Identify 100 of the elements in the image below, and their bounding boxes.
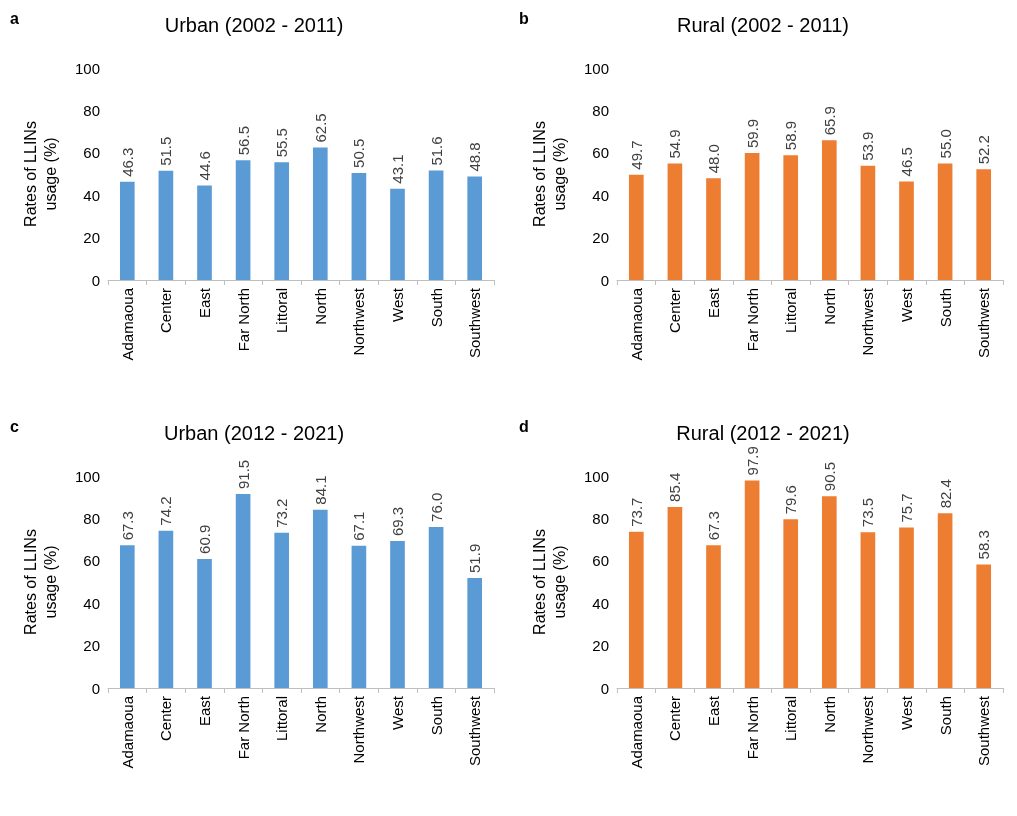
bar xyxy=(274,532,290,688)
x-tick-label: North xyxy=(820,696,838,733)
data-label: 67.1 xyxy=(350,511,368,541)
bar xyxy=(467,577,483,688)
data-label: 73.2 xyxy=(273,498,291,528)
data-label: 76.0 xyxy=(427,492,445,522)
x-tick-label: Center xyxy=(666,288,684,334)
x-tick-label: West xyxy=(898,287,915,322)
data-label: 97.9 xyxy=(743,446,761,476)
x-tick-label: South xyxy=(936,696,954,736)
bar xyxy=(706,545,721,688)
chart-title: Rural (2002 - 2011) xyxy=(677,14,849,36)
data-label: 91.5 xyxy=(234,459,252,490)
y-axis-title: Rates of LLINs usage (%) xyxy=(21,121,59,227)
data-label: 52.2 xyxy=(975,135,993,165)
data-label: 65.9 xyxy=(820,106,838,136)
x-tick-label: Adamaoua xyxy=(627,287,645,361)
data-label: 69.3 xyxy=(389,506,406,537)
bar xyxy=(899,527,914,688)
bar xyxy=(158,530,174,688)
data-label: 60.9 xyxy=(196,524,213,554)
bar xyxy=(390,188,405,280)
data-label: 53.9 xyxy=(859,131,877,161)
y-tick-label: 0 xyxy=(91,271,100,289)
y-tick-label: 100 xyxy=(74,467,100,485)
data-label: 43.1 xyxy=(389,154,406,184)
chart-title: Urban (2012 - 2021) xyxy=(163,422,345,444)
data-label: 50.5 xyxy=(350,138,368,168)
bar xyxy=(744,480,760,688)
text: d xyxy=(519,417,529,435)
data-label: 58.9 xyxy=(782,120,800,151)
data-label: 46.3 xyxy=(118,147,136,177)
y-tick-label: 40 xyxy=(592,186,609,204)
y-tick-label: 40 xyxy=(83,594,100,612)
data-label: 56.5 xyxy=(234,126,252,156)
bar xyxy=(197,185,212,280)
bar xyxy=(119,181,135,280)
x-tick-label: Southwest xyxy=(466,287,484,359)
y-tick-label: 100 xyxy=(583,467,609,485)
bar xyxy=(783,155,799,280)
bar xyxy=(119,545,135,688)
x-tick-label: Adamaoua xyxy=(627,695,645,769)
y-tick-label: 80 xyxy=(83,101,100,119)
y-tick-label: 0 xyxy=(600,271,609,289)
y-tick-label: 20 xyxy=(592,229,609,247)
x-tick-label: Northwest xyxy=(350,695,368,764)
bar xyxy=(467,176,483,280)
x-tick-label: East xyxy=(196,695,213,727)
bar xyxy=(428,526,444,688)
x-tick-label: Littoral xyxy=(782,288,800,334)
bar xyxy=(274,162,290,280)
y-axis-title: Rates of LLINs usage (%) xyxy=(530,121,568,227)
bar xyxy=(235,494,251,688)
text: b xyxy=(519,9,529,27)
data-label: 48.0 xyxy=(705,144,722,174)
y-tick-label: 80 xyxy=(592,101,609,119)
y-tick-label: 100 xyxy=(583,59,609,77)
y-tick-label: 20 xyxy=(83,637,100,655)
data-label: 73.5 xyxy=(859,497,877,528)
x-tick-label: North xyxy=(820,288,838,325)
x-tick-label: East xyxy=(196,287,213,319)
x-tick-label: North xyxy=(311,288,329,325)
data-label: 85.4 xyxy=(666,472,684,502)
bar xyxy=(976,564,992,688)
bar xyxy=(821,496,837,688)
data-label: 74.2 xyxy=(157,496,175,526)
x-tick-label: West xyxy=(389,287,406,322)
y-tick-label: 0 xyxy=(600,679,609,697)
bar xyxy=(899,181,914,280)
x-tick-label: Littoral xyxy=(273,288,291,334)
bar xyxy=(937,513,953,688)
data-label: 51.9 xyxy=(466,543,484,573)
bar xyxy=(628,531,644,688)
data-label: 62.5 xyxy=(311,113,329,143)
y-tick-label: 60 xyxy=(83,552,100,570)
data-label: 67.3 xyxy=(705,511,722,541)
bar xyxy=(312,509,328,688)
data-label: 84.1 xyxy=(311,475,329,505)
x-tick-label: Far North xyxy=(743,288,761,352)
bar xyxy=(706,178,721,280)
bar xyxy=(667,506,683,688)
y-tick-label: 60 xyxy=(592,144,609,162)
chart-title: Rural (2012 - 2021) xyxy=(676,422,850,444)
x-tick-label: Littoral xyxy=(273,696,291,742)
data-label: 51.6 xyxy=(427,136,445,166)
bar xyxy=(860,165,876,280)
text: a xyxy=(10,9,19,27)
x-tick-label: East xyxy=(705,287,722,319)
data-label: 73.7 xyxy=(627,497,645,527)
x-tick-label: Far North xyxy=(234,696,252,760)
y-tick-label: 40 xyxy=(83,186,100,204)
data-label: 48.8 xyxy=(466,142,484,172)
bar xyxy=(351,172,367,280)
data-label: 59.9 xyxy=(743,118,761,149)
data-label: 54.9 xyxy=(666,129,684,159)
bar xyxy=(937,163,953,280)
x-tick-label: Center xyxy=(666,696,684,742)
x-tick-label: South xyxy=(427,696,445,736)
bar xyxy=(860,532,876,688)
bar xyxy=(744,153,760,280)
